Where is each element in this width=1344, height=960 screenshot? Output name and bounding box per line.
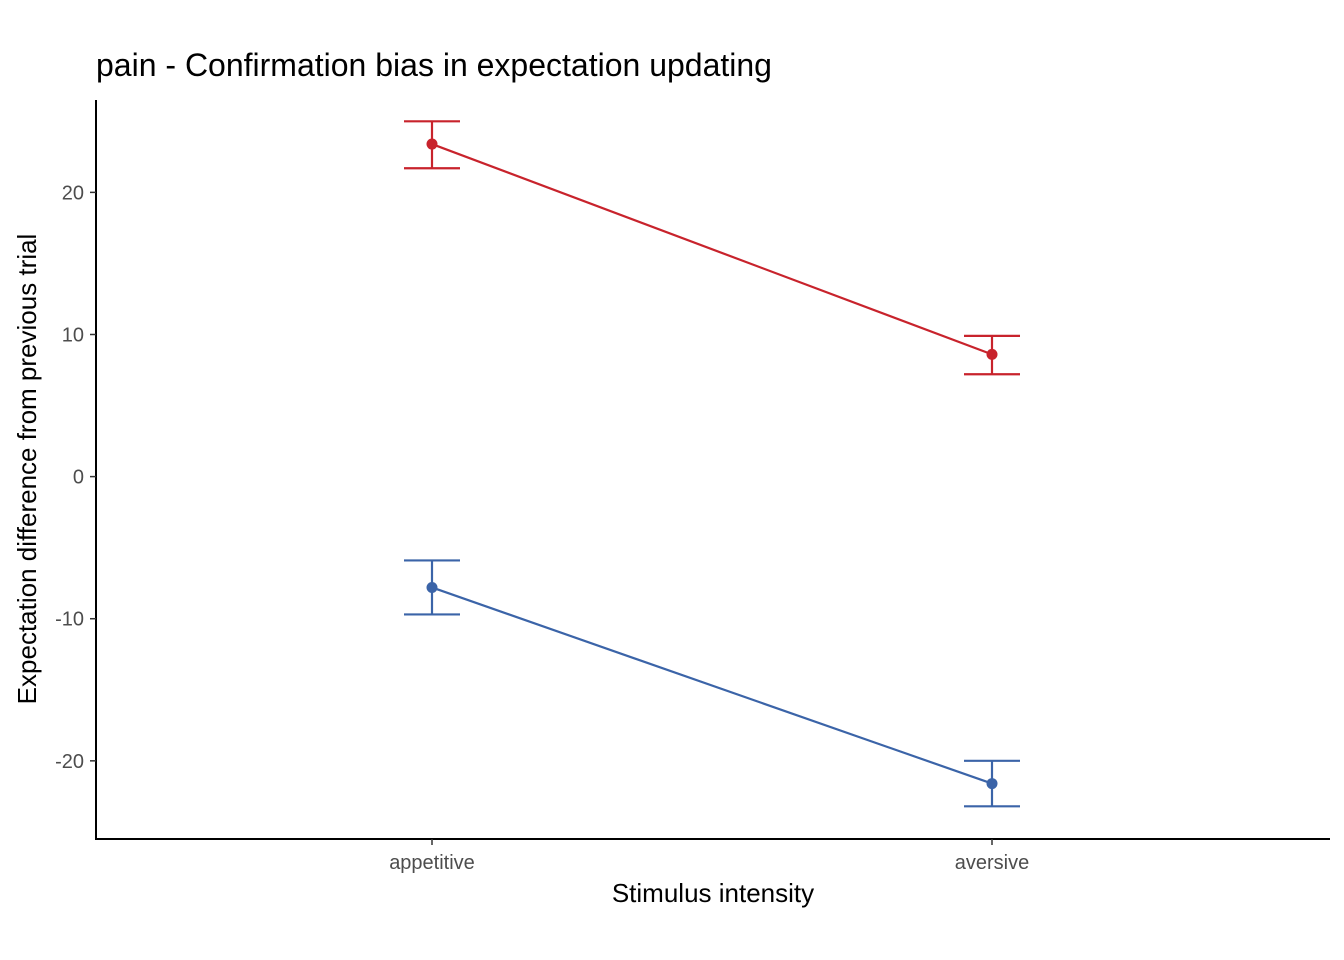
y-tick-label: -10 [55,609,84,631]
data-point [986,778,998,790]
plot-area [404,120,1020,808]
y-tick-label: 20 [62,182,84,204]
x-tick-label: appetitive [389,852,475,874]
y-tick-label: 10 [62,324,84,346]
x-tick-label: aversive [955,852,1029,874]
series-line-0 [431,143,993,356]
y-tick-label: 0 [73,467,84,489]
series-line-1 [431,586,993,785]
x-axis-title: Stimulus intensity [612,878,814,908]
data-point [986,348,998,360]
y-axis: -20 -10 0 10 20 [55,182,96,773]
x-axis: appetitive aversive [389,839,1029,874]
chart-title: pain - Confirmation bias in expectation … [96,47,772,83]
y-tick-label: -20 [55,751,84,773]
y-axis-title: Expectation difference from previous tri… [12,234,42,705]
data-point [426,581,438,593]
data-point [426,138,438,150]
